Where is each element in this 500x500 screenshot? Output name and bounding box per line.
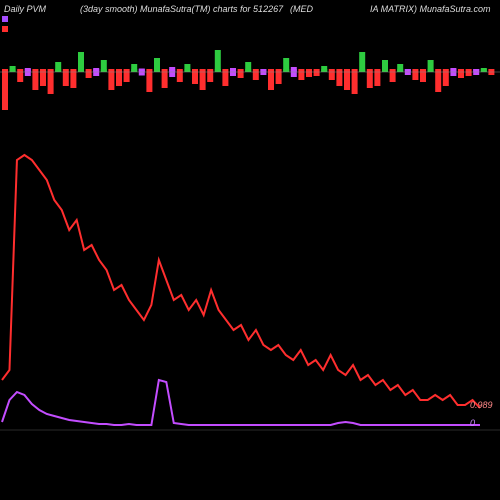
chart-svg: [0, 0, 500, 500]
volume-bars: [2, 50, 494, 110]
price-value-label: 0.989: [470, 400, 493, 410]
price-line: [2, 155, 480, 408]
chart-container: Daily PVM (3day smooth) MunafaSutra(TM) …: [0, 0, 500, 500]
volume-line: [2, 380, 480, 425]
zero-value-label: 0: [470, 418, 475, 428]
